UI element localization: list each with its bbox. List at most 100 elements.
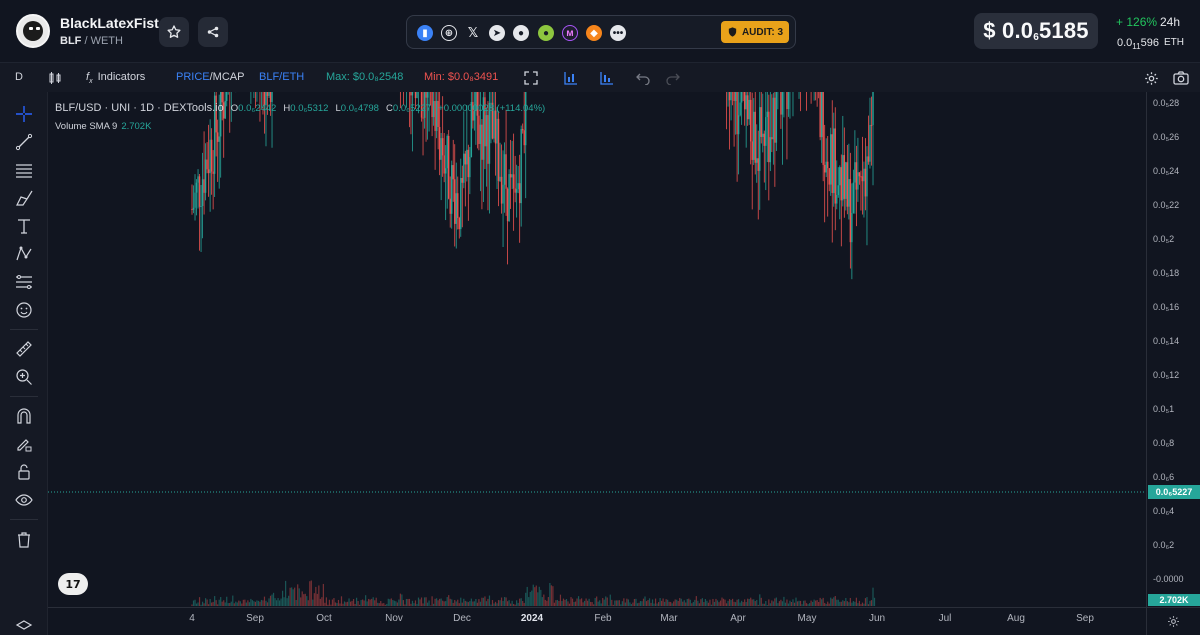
volume-bar [523, 602, 525, 606]
volume-bar [413, 603, 415, 606]
volume-bar [535, 585, 537, 606]
candle-body [834, 128, 836, 204]
tradingview-logo[interactable]: 𝟭𝟳 [58, 573, 88, 595]
y-tick: 0.0₅16 [1153, 302, 1180, 312]
telegram-icon[interactable]: ➤ [489, 25, 505, 41]
volume-bar [467, 602, 469, 606]
price-mcap-toggle[interactable]: PRICE/MCAP [176, 71, 245, 83]
candle-body [831, 134, 833, 193]
y-tick: -0.0000 [1153, 574, 1184, 584]
candle-body [423, 92, 426, 118]
candle-body [520, 129, 522, 204]
text-icon [18, 219, 30, 234]
audit-button[interactable]: AUDIT: 3 [721, 21, 789, 43]
coinmarketcap-icon[interactable]: м [562, 25, 578, 41]
volume-bar [870, 600, 873, 606]
volume-bar [476, 602, 478, 606]
metamask-icon[interactable]: ◆ [586, 25, 602, 41]
candle-body [864, 168, 867, 197]
candle-type-button[interactable] [46, 69, 64, 87]
volume-bar [656, 603, 658, 606]
reddit-icon[interactable]: ● [513, 25, 529, 41]
volume-bar [212, 601, 214, 606]
y-tick: 0.0₆8 [1153, 438, 1175, 448]
indicators-button[interactable]: fx Indicators [86, 71, 146, 86]
object-tree-tool[interactable] [13, 617, 35, 635]
redo-button[interactable] [664, 69, 682, 87]
volume-bar [759, 594, 761, 606]
magnet-tool[interactable] [13, 405, 35, 427]
price-chart[interactable]: BLF/USD · UNI · 1D · DEXTools.io O0.0₆24… [48, 92, 1146, 607]
globe-icon[interactable]: ⊕ [441, 25, 457, 41]
volume-bar [522, 600, 524, 606]
volume-legend: Volume SMA 9 2.702K [55, 121, 152, 132]
volume-bar [606, 597, 608, 606]
candle-body [754, 111, 756, 163]
prediction-tool[interactable] [13, 271, 35, 293]
volume-bar [854, 601, 856, 606]
remove-drawings-tool[interactable] [13, 529, 35, 551]
pair-toggle[interactable]: BLF/ETH [259, 71, 305, 83]
interval-button[interactable]: D [15, 71, 23, 83]
volume-bar [274, 598, 276, 606]
volume-bar [399, 593, 401, 606]
undo-button[interactable] [634, 69, 652, 87]
pattern-tool[interactable] [13, 243, 35, 265]
trendline-tool[interactable] [13, 131, 35, 153]
more-icon[interactable]: ••• [610, 25, 626, 41]
volume-bar [858, 600, 861, 606]
fullscreen-button[interactable] [522, 69, 540, 87]
volume-bar [774, 598, 776, 606]
candle-body [191, 209, 193, 210]
candle-body [209, 139, 211, 174]
crosshair-tool[interactable] [13, 103, 35, 125]
screenshot-button[interactable] [1172, 69, 1190, 87]
price-axis[interactable]: 0.0₅28 0.0₅26 0.0₅24 0.0₅22 0.0₅2 0.0₅18… [1146, 92, 1200, 607]
axis-settings-button[interactable] [1146, 607, 1200, 635]
x-icon[interactable]: 𝕏 [467, 25, 479, 40]
candle-body [750, 99, 752, 142]
volume-bar [266, 602, 269, 606]
zoom-tool[interactable] [13, 366, 35, 388]
volume-bar [727, 600, 729, 606]
candle-body [431, 92, 433, 118]
compare-button[interactable] [598, 69, 616, 87]
candle-body [762, 133, 764, 137]
volume-bar [735, 602, 737, 606]
volume-bar [342, 603, 344, 606]
volume-bar [363, 600, 365, 606]
volume-bar [452, 602, 454, 606]
lock-tool[interactable] [13, 461, 35, 483]
settings-button[interactable] [1142, 69, 1160, 87]
brush-icon [16, 190, 33, 206]
time-axis[interactable]: 4 Sep Oct Nov Dec 2024 Feb Mar Apr May J… [48, 607, 1146, 635]
volume-bar [431, 596, 433, 606]
dextools-icon[interactable]: ▮ [417, 25, 433, 41]
candle-body [511, 174, 513, 178]
share-button[interactable] [198, 17, 228, 47]
volume-bar [748, 599, 750, 606]
horizontal-lines-tool[interactable] [13, 159, 35, 181]
volume-bar [846, 601, 848, 606]
candle-body [823, 164, 826, 173]
volume-bar [425, 597, 427, 606]
volume-bar [641, 601, 643, 606]
hide-drawings-tool[interactable] [13, 489, 35, 511]
candle-body [849, 179, 852, 243]
coingecko-icon[interactable]: ● [538, 25, 554, 41]
candle-body [734, 92, 737, 101]
text-tool[interactable] [13, 215, 35, 237]
favorite-button[interactable] [159, 17, 189, 47]
volume-bar [352, 599, 355, 606]
chart-style-button[interactable] [562, 69, 580, 87]
volume-bar [828, 603, 830, 606]
volume-bar [706, 600, 708, 606]
lock-drawings-tool[interactable] [13, 433, 35, 455]
volume-bar [295, 599, 297, 606]
brush-tool[interactable] [13, 187, 35, 209]
volume-bar [639, 601, 642, 606]
volume-bar [245, 602, 247, 606]
emoji-tool[interactable] [13, 299, 35, 321]
measure-tool[interactable] [13, 338, 35, 360]
volume-bar [565, 599, 568, 606]
